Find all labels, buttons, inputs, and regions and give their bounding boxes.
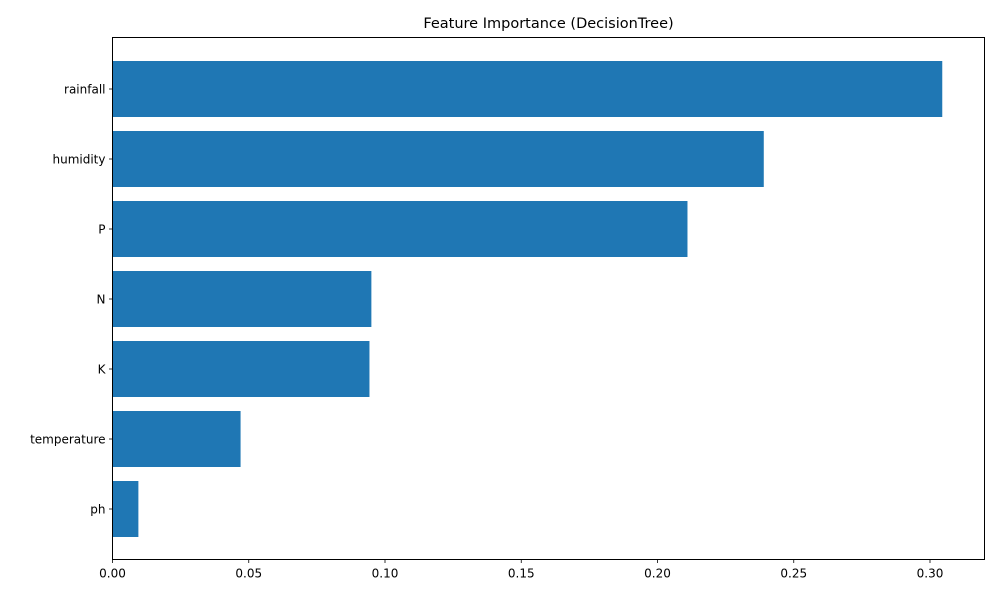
x-tick-label: 0.25 [780,567,807,581]
x-tick-label: 0.15 [508,567,535,581]
y-tick-label: humidity [53,153,106,167]
x-axis: 0.00 0.05 0.10 0.15 0.20 0.25 0.30 [99,559,944,581]
y-tick-label: K [98,363,107,377]
x-tick-label: 0.10 [372,567,399,581]
x-tick-label: 0.20 [644,567,671,581]
bar-temperature [112,411,241,467]
chart-title: Feature Importance (DecisionTree) [423,16,673,32]
x-tick-label: 0.05 [235,567,262,581]
y-tick-label: rainfall [64,83,105,97]
bar-p [112,201,688,257]
y-tick-label: ph [90,503,105,517]
bar-k [112,341,370,397]
bar-humidity [112,131,764,187]
bar-ph [112,481,139,537]
x-tick-label: 0.30 [917,567,944,581]
y-tick-label: N [97,293,106,307]
bar-n [112,271,372,327]
bars-layer [112,61,943,537]
bar-rainfall [112,61,943,117]
y-tick-label: temperature [30,433,105,447]
plot-frame [112,37,985,560]
y-tick-label: P [98,223,105,237]
x-tick-label: 0.00 [99,567,126,581]
